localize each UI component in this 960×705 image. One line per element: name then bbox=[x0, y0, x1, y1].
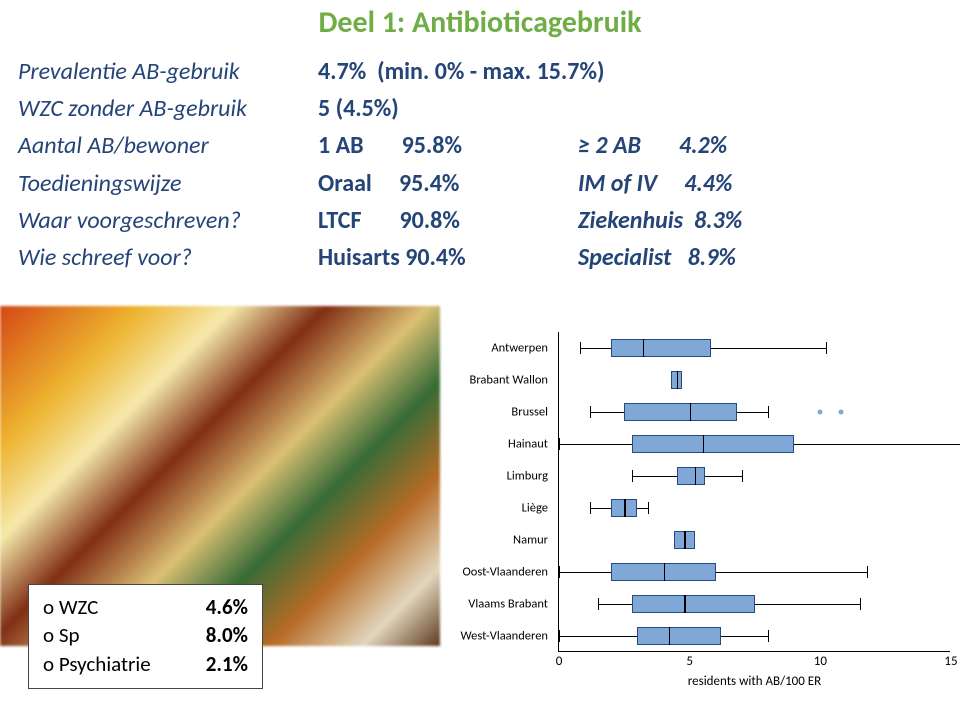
legend-key: Psychiatrie bbox=[43, 650, 151, 678]
boxplot-row bbox=[559, 435, 950, 453]
stat-value-1: Huisarts 90.4% bbox=[318, 239, 578, 276]
stat-label: Waar voorgeschreven? bbox=[18, 202, 318, 239]
chart-y-tick: Oost-Vlaanderen bbox=[446, 565, 554, 580]
legend-row: Psychiatrie 2.1% bbox=[43, 650, 248, 678]
stat-value-1: LTCF 90.8% bbox=[318, 202, 578, 239]
stats-row: Wie schreef voor? Huisarts 90.4% Special… bbox=[18, 239, 942, 276]
stats-block: Prevalentie AB-gebruik 4.7% (min. 0% - m… bbox=[0, 53, 960, 276]
boxplot-row bbox=[559, 339, 950, 357]
legend-value: 2.1% bbox=[206, 650, 248, 678]
stat-value-1: 1 AB 95.8% bbox=[318, 127, 578, 164]
stats-row: WZC zonder AB-gebruik 5 (4.5%) bbox=[18, 90, 942, 127]
chart-x-tick: 15 bbox=[944, 654, 957, 669]
chart-x-tick: 5 bbox=[686, 654, 693, 669]
stat-value-1: 4.7% (min. 0% - max. 15.7%) bbox=[318, 53, 604, 90]
stat-value-2: Specialist 8.9% bbox=[578, 239, 736, 276]
stat-value-1: Oraal 95.4% bbox=[318, 165, 578, 202]
legend-row: Sp 8.0% bbox=[43, 621, 248, 649]
legend-value: 4.6% bbox=[206, 593, 248, 621]
stats-row: Waar voorgeschreven? LTCF 90.8% Ziekenhu… bbox=[18, 202, 942, 239]
stat-label: Toedieningswijze bbox=[18, 165, 318, 202]
stats-row: Aantal AB/bewoner 1 AB 95.8% ≥ 2 AB 4.2% bbox=[18, 127, 942, 164]
chart-y-tick: Brabant Wallon bbox=[446, 373, 554, 388]
legend-key: WZC bbox=[43, 593, 98, 621]
stat-label: WZC zonder AB-gebruik bbox=[18, 90, 318, 127]
boxplot-row bbox=[559, 563, 950, 581]
legend-key: Sp bbox=[43, 621, 80, 649]
stat-value-1: 5 (4.5%) bbox=[318, 90, 578, 127]
chart-y-tick: Hainaut bbox=[446, 437, 554, 452]
chart-y-tick: Namur bbox=[446, 533, 554, 548]
chart-y-tick: Antwerpen bbox=[446, 341, 554, 356]
boxplot-row bbox=[559, 499, 950, 517]
stats-row: Prevalentie AB-gebruik 4.7% (min. 0% - m… bbox=[18, 53, 942, 90]
stat-value-2: IM of IV 4.4% bbox=[578, 165, 732, 202]
chart-x-tick: 0 bbox=[556, 654, 563, 669]
boxplot-chart: residents with AB/100 ER 051015 Antwerpe… bbox=[446, 324, 956, 694]
stat-value-2: ≥ 2 AB 4.2% bbox=[578, 127, 727, 164]
boxplot-row bbox=[559, 531, 950, 549]
chart-x-label: residents with AB/100 ER bbox=[688, 674, 821, 689]
chart-y-tick: West-Vlaanderen bbox=[446, 629, 554, 644]
legend-row: WZC 4.6% bbox=[43, 593, 248, 621]
stats-row: Toedieningswijze Oraal 95.4% IM of IV 4.… bbox=[18, 165, 942, 202]
boxplot-row bbox=[559, 371, 950, 389]
chart-y-tick: Liège bbox=[446, 501, 554, 516]
chart-plot-area: residents with AB/100 ER 051015 bbox=[558, 332, 950, 652]
legend-box: WZC 4.6% Sp 8.0% Psychiatrie 2.1% bbox=[28, 584, 263, 689]
stat-label: Prevalentie AB-gebruik bbox=[18, 53, 318, 90]
chart-y-tick: Limburg bbox=[446, 469, 554, 484]
boxplot-row bbox=[559, 595, 950, 613]
boxplot-row bbox=[559, 403, 950, 421]
boxplot-row bbox=[559, 627, 950, 645]
chart-x-tick: 10 bbox=[814, 654, 827, 669]
stat-value-2: Ziekenhuis 8.3% bbox=[578, 202, 742, 239]
stat-label: Wie schreef voor? bbox=[18, 239, 318, 276]
page-title: Deel 1: Antibioticagebruik bbox=[0, 4, 960, 41]
boxplot-row bbox=[559, 467, 950, 485]
chart-y-tick: Vlaams Brabant bbox=[446, 597, 554, 612]
chart-y-tick: Brussel bbox=[446, 405, 554, 420]
legend-value: 8.0% bbox=[206, 621, 248, 649]
stat-label: Aantal AB/bewoner bbox=[18, 127, 318, 164]
